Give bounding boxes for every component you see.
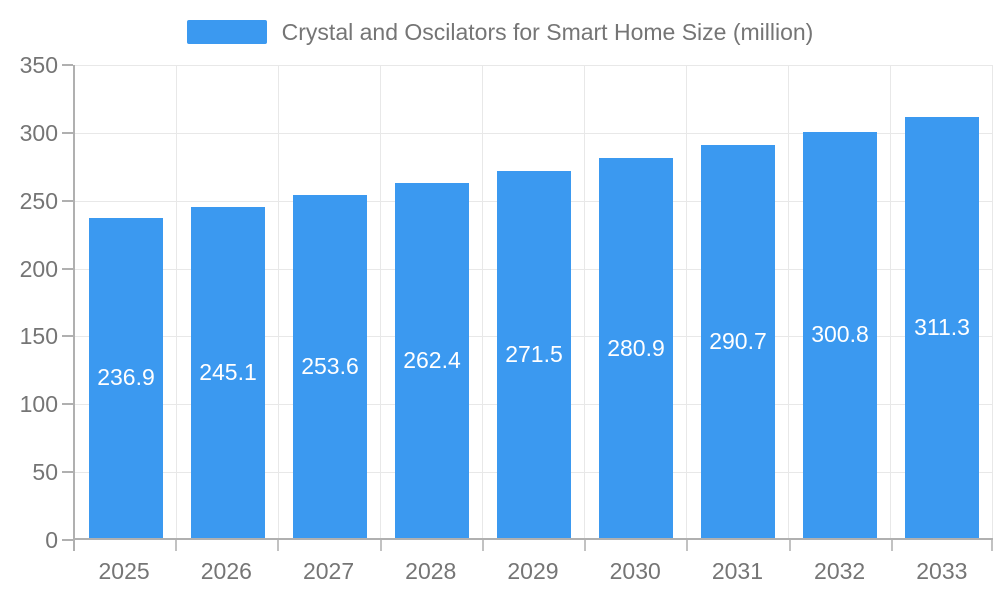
- x-axis-category-label: 2030: [609, 558, 661, 584]
- bar-slot: 236.9: [75, 65, 177, 538]
- bar-2032[interactable]: 300.8: [803, 131, 877, 538]
- x-axis-category-label: 2033: [916, 558, 968, 584]
- x-axis-tick-mark: [890, 540, 893, 551]
- bar-value-label: 290.7: [709, 328, 767, 355]
- x-axis-tick-mark: [686, 540, 689, 551]
- bar-2028[interactable]: 262.4: [395, 183, 469, 538]
- y-axis-tick-label: 0: [45, 527, 58, 553]
- bar-2033[interactable]: 311.3: [905, 117, 979, 538]
- bar-slot: 245.1: [177, 65, 279, 538]
- horizontal-gridline: [75, 65, 993, 66]
- x-axis-category-label: 2027: [302, 558, 355, 584]
- y-axis-tick-mark: [62, 199, 73, 202]
- vertical-gridline: [992, 65, 993, 538]
- vertical-gridline: [788, 65, 789, 538]
- bar-slot: 280.9: [585, 65, 687, 538]
- x-axis-tick-mark: [991, 540, 993, 551]
- x-axis-tick-mark: [379, 540, 382, 551]
- vertical-gridline: [379, 65, 381, 538]
- bar-2030[interactable]: 280.9: [599, 158, 673, 538]
- x-axis-category-label: 2031: [711, 558, 763, 584]
- bar-value-label: 280.9: [607, 334, 665, 361]
- bar-2031[interactable]: 290.7: [701, 145, 775, 538]
- bar-slot: 311.3: [891, 65, 993, 538]
- bar-value-label: 245.1: [199, 358, 257, 385]
- y-axis-tick-mark: [62, 335, 73, 338]
- x-axis-tick-mark: [788, 540, 791, 551]
- y-axis-tick-label: 50: [32, 459, 58, 486]
- x-axis-ticks: [73, 540, 993, 551]
- y-axis-labels: 0 50 100 150 200 250 300 350: [0, 52, 58, 553]
- x-axis-category-label: 2029: [507, 558, 559, 584]
- x-axis-tick-mark: [175, 540, 178, 551]
- vertical-gridline: [481, 65, 483, 538]
- bar-slot: 271.5: [483, 65, 585, 538]
- y-axis-tick-label: 350: [19, 52, 58, 78]
- y-axis-tick-mark: [62, 539, 73, 541]
- x-axis-tick-mark: [73, 540, 75, 551]
- bar-series: 236.9 245.1 253.6 262.4 271.5 280.9 290.7 300.8…: [75, 65, 993, 538]
- x-axis-labels: 2025 2026 2027 2028 2029 2030 2031 2032 2033: [73, 555, 993, 587]
- chart-legend[interactable]: Crystal and Oscilators for Smart Home Si…: [0, 18, 1000, 46]
- x-axis-category-label: 2025: [98, 558, 150, 584]
- y-axis-tick-label: 250: [19, 187, 58, 214]
- vertical-gridline: [175, 65, 177, 538]
- x-axis-tick-mark: [584, 540, 587, 551]
- vertical-gridline: [889, 65, 891, 538]
- bar-value-label: 262.4: [403, 347, 461, 374]
- plot-area: 236.9 245.1 253.6 262.4 271.5 280.9 290.7 300.8…: [73, 65, 993, 540]
- bar-2026[interactable]: 245.1: [191, 206, 265, 538]
- y-axis-tick-mark: [62, 471, 73, 474]
- vertical-gridline: [584, 65, 585, 538]
- bar-slot: 262.4: [381, 65, 483, 538]
- bar-slot: 253.6: [279, 65, 381, 538]
- y-axis-tick-mark: [62, 403, 73, 406]
- y-axis-tick-label: 200: [19, 255, 58, 282]
- horizontal-gridline: [75, 132, 993, 134]
- bar-value-label: 236.9: [97, 364, 155, 391]
- chart-title: Crystal and Oscilators for Smart Home Si…: [281, 19, 814, 45]
- vertical-gridline: [277, 65, 279, 538]
- y-axis-tick-mark: [62, 131, 73, 134]
- x-axis-category-label: 2032: [814, 558, 866, 584]
- y-axis-tick-mark: [62, 267, 73, 270]
- bar-slot: 300.8: [789, 65, 891, 538]
- x-axis-tick-mark: [481, 540, 484, 551]
- bar-value-label: 300.8: [811, 321, 869, 348]
- vertical-gridline: [685, 65, 687, 538]
- x-axis-category-label: 2028: [405, 558, 457, 584]
- x-axis-tick-mark: [277, 540, 280, 551]
- bar-2029[interactable]: 271.5: [497, 171, 571, 538]
- bar-2027[interactable]: 253.6: [293, 195, 367, 538]
- y-axis-tick-label: 100: [19, 391, 58, 418]
- y-axis-ticks: [62, 64, 73, 541]
- bar-value-label: 253.6: [301, 353, 359, 380]
- y-axis-tick-label: 300: [19, 119, 58, 146]
- bar-2025[interactable]: 236.9: [89, 217, 163, 538]
- bar-value-label: 311.3: [914, 314, 970, 341]
- legend-swatch-icon: [186, 20, 267, 44]
- y-axis-tick-label: 150: [19, 323, 58, 350]
- y-axis-tick-mark: [62, 64, 73, 66]
- x-axis-category-label: 2026: [200, 558, 252, 584]
- bar-value-label: 271.5: [505, 341, 563, 368]
- bar-slot: 290.7: [687, 65, 789, 538]
